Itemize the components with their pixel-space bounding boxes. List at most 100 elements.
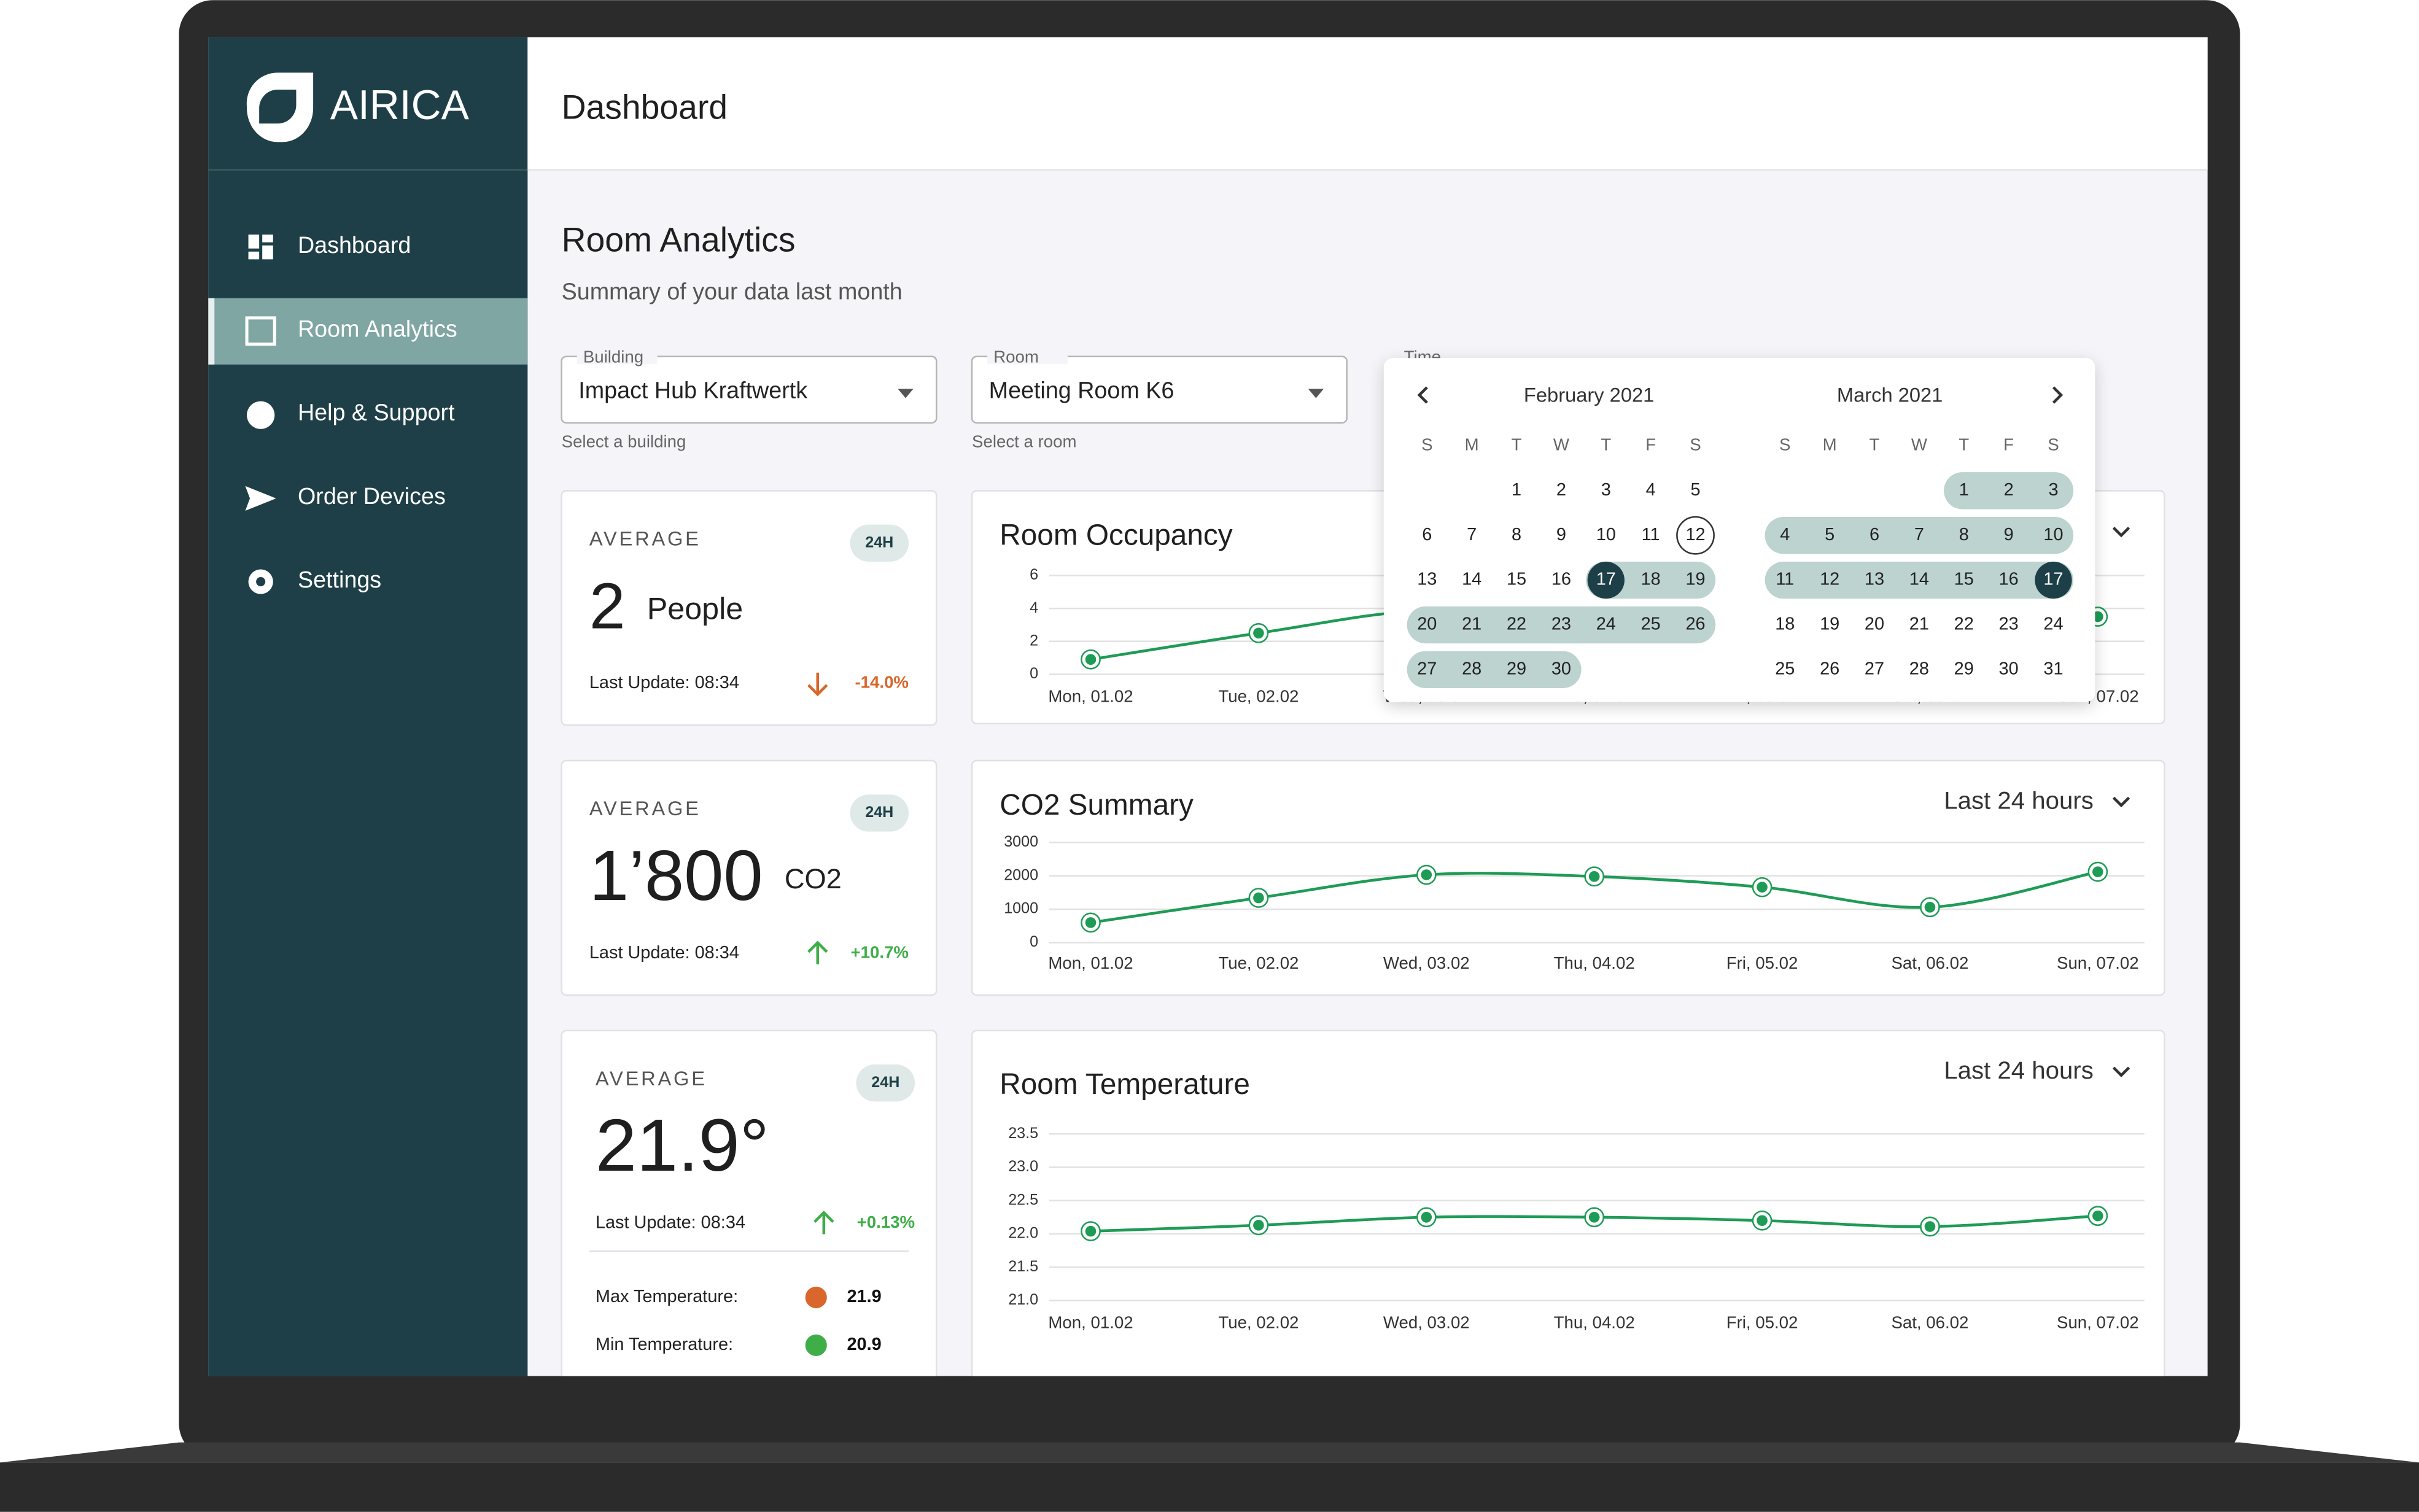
- day[interactable]: 17: [1596, 570, 1616, 589]
- day[interactable]: 14: [1462, 570, 1481, 589]
- weekday: T: [1870, 435, 1880, 454]
- day[interactable]: 6: [1870, 525, 1879, 545]
- day[interactable]: 7: [1467, 525, 1477, 545]
- extra-label: Min Temperature:: [596, 1335, 733, 1354]
- day[interactable]: 10: [2043, 525, 2063, 545]
- nav-item[interactable]: Settings: [298, 567, 381, 592]
- day[interactable]: 3: [1601, 480, 1611, 500]
- day[interactable]: 29: [1954, 659, 1974, 678]
- day[interactable]: 4: [1646, 480, 1656, 500]
- day[interactable]: 22: [1954, 614, 1974, 634]
- select-box[interactable]: [561, 355, 938, 424]
- day[interactable]: 25: [1775, 659, 1795, 678]
- nav-item[interactable]: Order Devices: [298, 483, 446, 509]
- nav-active-bg: [208, 298, 528, 365]
- page-subtitle: Summary of your data last month: [562, 279, 903, 304]
- day[interactable]: 11: [1642, 525, 1660, 545]
- day[interactable]: 8: [1959, 525, 1969, 545]
- day[interactable]: 30: [1551, 659, 1571, 678]
- month-title: March 2021: [1837, 384, 1943, 406]
- day[interactable]: 23: [1551, 614, 1571, 634]
- day[interactable]: 1: [1512, 480, 1521, 500]
- day[interactable]: 30: [1999, 659, 2019, 678]
- nav-item[interactable]: Room Analytics: [298, 316, 457, 341]
- x-tick-label: Sat, 06.02: [1891, 953, 1968, 972]
- day[interactable]: 6: [1422, 525, 1432, 545]
- y-tick-label: 22.0: [1008, 1225, 1038, 1242]
- day[interactable]: 2: [1556, 480, 1566, 500]
- day[interactable]: 29: [1507, 659, 1526, 678]
- day[interactable]: 21: [1909, 614, 1929, 634]
- day[interactable]: 31: [2043, 659, 2063, 678]
- day[interactable]: 28: [1909, 659, 1929, 678]
- weekday: W: [1911, 435, 1927, 454]
- weekday: T: [1512, 435, 1522, 454]
- day[interactable]: 18: [1775, 614, 1795, 634]
- extra-label: Max Temperature:: [596, 1287, 738, 1306]
- day[interactable]: 26: [1820, 659, 1839, 678]
- day[interactable]: 24: [1596, 614, 1616, 634]
- x-tick-label: Mon, 01.02: [1048, 686, 1133, 705]
- day[interactable]: 28: [1462, 659, 1481, 678]
- day[interactable]: 16: [1999, 570, 2019, 589]
- day[interactable]: 11: [1776, 570, 1794, 589]
- y-tick-label: 23.5: [1008, 1125, 1038, 1142]
- day[interactable]: 25: [1641, 614, 1661, 634]
- y-tick-label: 23.0: [1008, 1158, 1038, 1175]
- select-box[interactable]: [971, 355, 1348, 424]
- day[interactable]: 19: [1820, 614, 1839, 634]
- day[interactable]: 9: [1556, 525, 1566, 545]
- range-select[interactable]: Last 24 hours: [1944, 1056, 2094, 1084]
- day[interactable]: 10: [1596, 525, 1616, 545]
- day[interactable]: 15: [1507, 570, 1526, 589]
- laptop-hinge: [0, 1442, 2419, 1463]
- day[interactable]: 7: [1914, 525, 1924, 545]
- day[interactable]: 8: [1512, 525, 1521, 545]
- day[interactable]: 22: [1507, 614, 1526, 634]
- day[interactable]: 5: [1690, 480, 1700, 500]
- day[interactable]: 12: [1685, 525, 1705, 545]
- day[interactable]: 13: [1865, 570, 1884, 589]
- chart-panel: [971, 759, 2165, 996]
- day[interactable]: 27: [1417, 659, 1437, 678]
- day[interactable]: 27: [1865, 659, 1884, 678]
- day[interactable]: 17: [2043, 570, 2063, 589]
- badge: [850, 524, 909, 562]
- day[interactable]: 23: [1999, 614, 2019, 634]
- day[interactable]: 5: [1825, 525, 1835, 545]
- trend-arrow: [807, 672, 828, 697]
- nav-item[interactable]: Help & Support: [298, 400, 455, 425]
- stat-change: +10.7%: [851, 942, 909, 961]
- day[interactable]: 14: [1909, 570, 1929, 589]
- day[interactable]: 18: [1641, 570, 1661, 589]
- day[interactable]: 2: [2004, 480, 2014, 500]
- day[interactable]: 16: [1551, 570, 1571, 589]
- y-tick-label: 2000: [1004, 866, 1038, 883]
- day[interactable]: 20: [1417, 614, 1437, 634]
- stat-number: 21.9°: [596, 1104, 769, 1187]
- day[interactable]: 24: [2043, 614, 2063, 634]
- stat-label: AVERAGE: [589, 527, 701, 549]
- day[interactable]: 21: [1462, 614, 1481, 634]
- day[interactable]: 19: [1685, 570, 1705, 589]
- day[interactable]: 20: [1865, 614, 1884, 634]
- y-tick-label: 6: [1030, 566, 1038, 583]
- day[interactable]: 15: [1954, 570, 1974, 589]
- stat-update: Last Update: 08:34: [596, 1212, 745, 1232]
- chart-title: CO2 Summary: [1000, 789, 1194, 821]
- day[interactable]: 26: [1685, 614, 1705, 634]
- x-tick-label: Wed, 03.02: [1383, 953, 1470, 972]
- next-month[interactable]: [2052, 386, 2064, 404]
- day[interactable]: 9: [2004, 525, 2014, 545]
- day[interactable]: 3: [2048, 480, 2058, 500]
- day[interactable]: 1: [1959, 480, 1969, 500]
- y-tick-label: 0: [1030, 665, 1038, 682]
- day[interactable]: 12: [1820, 570, 1839, 589]
- prev-month[interactable]: [1417, 386, 1428, 404]
- day[interactable]: 13: [1417, 570, 1437, 589]
- nav-item[interactable]: Dashboard: [298, 232, 411, 258]
- range-select[interactable]: Last 24 hours: [1944, 787, 2094, 815]
- data-point: [1421, 869, 1432, 880]
- day[interactable]: 4: [1780, 525, 1790, 545]
